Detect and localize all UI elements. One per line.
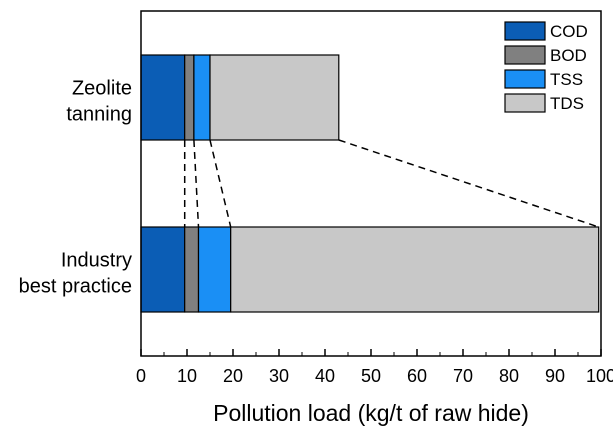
legend-swatch-tds [504, 93, 546, 113]
category-label-1: Industry best practice [19, 250, 132, 298]
legend-label-tds: TDS [550, 94, 584, 113]
bar-segment-tss-1 [197, 226, 232, 313]
category-labels: Zeolite tanning Industry best practice [19, 78, 132, 298]
bar-segment-tss-0 [193, 54, 211, 141]
x-tick-label-40: 40 [315, 366, 335, 386]
connector-line-2 [209, 139, 232, 228]
x-tick-label-70: 70 [453, 366, 473, 386]
legend-swatch-tss [504, 69, 546, 89]
x-tick-label-10: 10 [177, 366, 197, 386]
legend: COD BOD TSS TDS [504, 21, 588, 113]
x-axis: 0 10 20 30 40 50 60 70 80 90 100 [136, 349, 613, 386]
legend-swatch-bod [504, 45, 546, 65]
x-tick-label-0: 0 [136, 366, 146, 386]
legend-swatch-cod [504, 21, 546, 41]
bar-segment-bod-1 [184, 226, 200, 313]
dashed-connectors [183, 139, 599, 228]
legend-label-tss: TSS [550, 70, 583, 89]
x-axis-title: Pollution load (kg/t of raw hide) [213, 400, 529, 426]
bar-segment-cod-0 [140, 54, 186, 141]
x-tick-label-30: 30 [269, 366, 289, 386]
bar-segment-bod-0 [184, 54, 195, 141]
x-tick-label-100: 100 [586, 366, 613, 386]
bar-segment-tds-1 [230, 226, 600, 313]
category-label-0: Zeolite tanning [66, 78, 132, 126]
connector-line-3 [338, 139, 599, 228]
x-tick-label-50: 50 [361, 366, 381, 386]
bar-segment-cod-1 [140, 226, 186, 313]
connector-line-1 [193, 139, 200, 228]
x-tick-label-60: 60 [407, 366, 427, 386]
bar-segment-tds-0 [209, 54, 340, 141]
x-tick-label-20: 20 [223, 366, 243, 386]
legend-label-cod: COD [550, 22, 588, 41]
legend-label-bod: BOD [550, 46, 587, 65]
x-tick-label-80: 80 [499, 366, 519, 386]
x-tick-label-90: 90 [545, 366, 565, 386]
bar-series [140, 54, 600, 313]
